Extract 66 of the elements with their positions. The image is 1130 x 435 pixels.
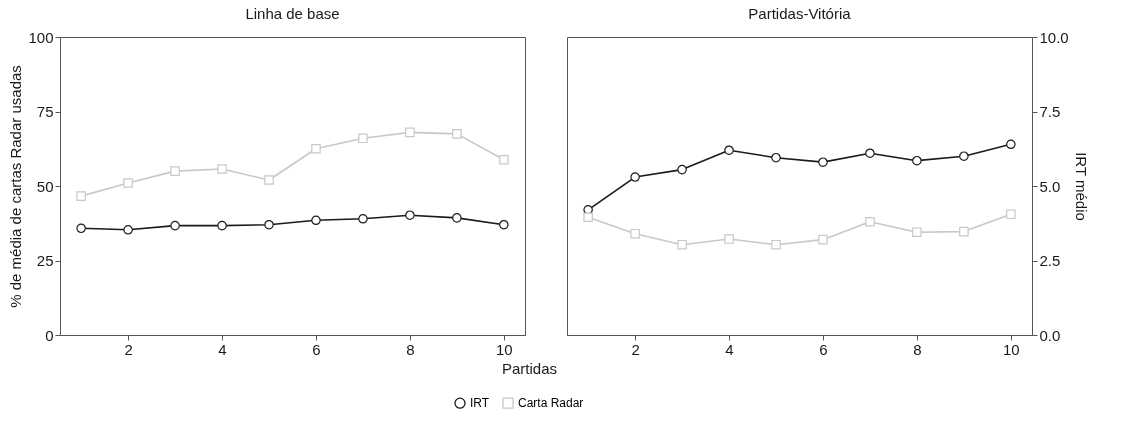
point	[358, 133, 368, 144]
point	[76, 223, 86, 234]
point	[912, 155, 922, 166]
point	[724, 234, 734, 244]
x-axis-title: Partidas	[501, 359, 558, 377]
point	[959, 151, 969, 161]
point	[311, 215, 321, 226]
point	[1006, 139, 1016, 150]
point	[771, 239, 781, 250]
point	[724, 145, 734, 156]
point	[818, 157, 828, 167]
point	[123, 225, 133, 235]
chart-title: Partidas-Vitória	[748, 5, 852, 22]
x-tick-label: 6	[312, 340, 321, 358]
y-axis-title: % de média de cartas Radar usadas	[7, 65, 25, 308]
point	[405, 210, 415, 220]
y-tick-label: 50	[36, 177, 54, 195]
y2-axis-title: IRT médio	[1072, 152, 1090, 221]
x-tick-label: 2	[124, 340, 133, 358]
point	[264, 219, 274, 230]
point	[311, 143, 321, 154]
y-tick-label: 100	[28, 28, 54, 46]
x-tick-label: 10	[1003, 340, 1020, 358]
point	[76, 191, 86, 201]
chart-title: Linha de base	[245, 5, 340, 22]
point	[170, 166, 180, 176]
point	[499, 219, 509, 230]
point	[912, 227, 922, 237]
x-tick-label: 4	[218, 340, 227, 358]
point	[771, 152, 781, 163]
legend-label: Carta Radar	[518, 396, 584, 411]
point	[405, 127, 415, 138]
x-tick-label: 4	[725, 340, 734, 358]
point	[499, 154, 509, 165]
point	[630, 228, 640, 239]
point	[630, 172, 640, 182]
point	[123, 178, 133, 188]
y-tick-label: 25	[36, 252, 54, 269]
point	[677, 239, 687, 250]
y2-tick-label: 0.0	[1039, 326, 1061, 344]
point	[677, 164, 687, 175]
x-tick-label: 2	[631, 340, 640, 358]
point	[583, 212, 593, 223]
y2-tick-label: 7.5	[1039, 103, 1061, 120]
point	[865, 148, 875, 158]
point	[452, 129, 462, 139]
point	[865, 216, 875, 227]
point	[1006, 209, 1016, 220]
x-tick-label: 8	[913, 340, 922, 358]
y-tick-label: 75	[36, 103, 54, 120]
x-tick-label: 6	[819, 340, 828, 358]
y2-tick-label: 2.5	[1039, 252, 1061, 269]
x-tick-label: 8	[406, 340, 415, 358]
point	[452, 213, 462, 223]
y2-tick-label: 10.0	[1039, 28, 1069, 46]
point	[217, 220, 227, 231]
legend-label: IRT	[470, 396, 490, 411]
point	[959, 226, 969, 237]
point	[170, 220, 180, 231]
point	[818, 234, 828, 245]
point	[358, 214, 368, 224]
point	[217, 164, 227, 174]
y-tick-label: 0	[45, 326, 54, 344]
y2-tick-label: 5.0	[1039, 177, 1061, 195]
point	[264, 175, 274, 185]
x-tick-label: 10	[496, 340, 513, 358]
